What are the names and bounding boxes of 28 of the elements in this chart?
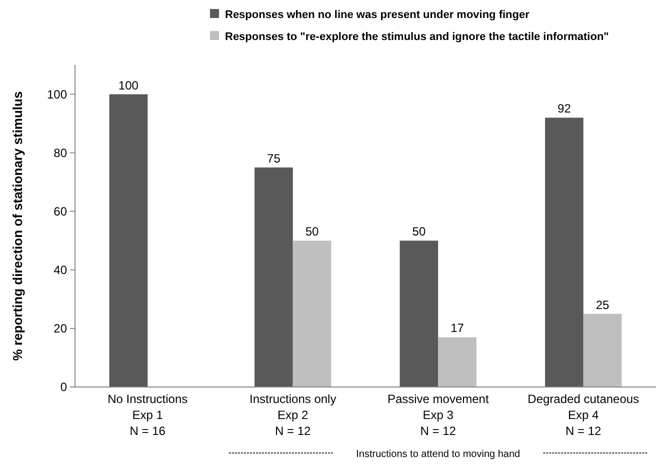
- data-label: 50: [412, 224, 426, 239]
- bar: [583, 314, 622, 387]
- y-tick-label: 40: [54, 263, 68, 278]
- y-tick-label: 60: [54, 204, 68, 219]
- bar: [438, 337, 476, 387]
- bar: [400, 240, 438, 387]
- data-label: 17: [450, 321, 464, 336]
- x-tick-label: No Instructions Exp 1 N = 16: [108, 392, 188, 438]
- text: Instructions to attend to moving hand: [356, 449, 520, 460]
- x-tick-label: Passive movement Exp 3 N = 12: [387, 392, 490, 438]
- bar: [109, 94, 148, 387]
- bar: [292, 240, 332, 387]
- y-tick-label: 80: [54, 146, 68, 160]
- legend-label: Responses when no line was present under moving finger: [225, 8, 530, 21]
- data-label: 25: [596, 298, 610, 312]
- data-label: 100: [118, 78, 139, 92]
- data-label: 92: [558, 102, 572, 116]
- y-axis-title: % reporting direction of stationary stimulus: [10, 91, 25, 361]
- y-tick-label: 0: [60, 380, 68, 394]
- bar: [254, 167, 293, 387]
- x-tick-label: Degraded cutaneous Exp 4 N = 12: [528, 392, 640, 438]
- y-tick-label: 100: [46, 87, 68, 102]
- y-tick-label: 20: [54, 322, 68, 336]
- x-tick-label: Instructions only Exp 2 N = 12: [250, 392, 336, 438]
- legend-label: Responses to "re-explore the stimulus and ignore the tactile information": [225, 30, 609, 43]
- data-label: 75: [267, 151, 281, 166]
- bar: [545, 118, 584, 387]
- data-label: 50: [305, 224, 320, 239]
